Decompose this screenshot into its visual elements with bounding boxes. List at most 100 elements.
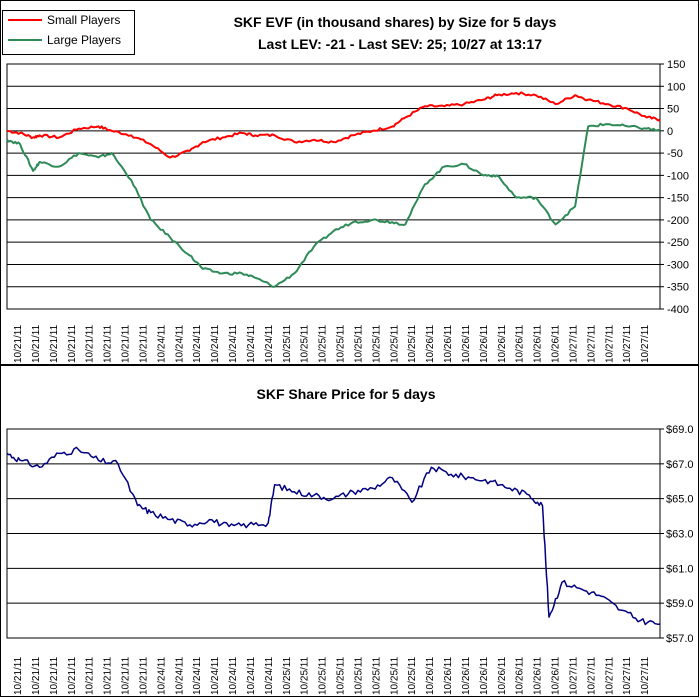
price-line [6, 446, 661, 626]
x-tick-label: 10/26/11 [461, 656, 472, 695]
legend-box [2, 10, 135, 55]
x-tick-label: 10/24/11 [246, 656, 257, 695]
x-tick-label: 10/27/11 [586, 656, 597, 695]
x-tick-label: 10/25/11 [336, 656, 347, 695]
x-tick-label: 10/24/11 [210, 656, 221, 695]
y-tick-label: -50 [667, 148, 683, 160]
x-tick-label: 10/25/11 [407, 656, 418, 695]
x-tick-label: 10/24/11 [210, 324, 221, 363]
x-tick-label: 10/25/11 [318, 324, 329, 363]
x-tick-label: 10/26/11 [533, 324, 544, 363]
x-tick-label: 10/24/11 [246, 324, 257, 363]
y-tick-label: 50 [667, 104, 679, 116]
x-tick-label: 10/26/11 [479, 656, 490, 695]
y-tick-label: $69.0 [666, 424, 694, 436]
y-tick-label: -200 [667, 215, 689, 227]
x-tick-label: 10/25/11 [282, 656, 293, 695]
x-tick-label: 10/21/11 [13, 324, 24, 363]
x-tick-label: 10/21/11 [13, 656, 24, 695]
x-tick-label: 10/24/11 [156, 324, 167, 363]
series-line-1 [6, 91, 661, 159]
x-tick-label: 10/21/11 [138, 324, 149, 363]
x-tick-label: 10/24/11 [264, 324, 275, 363]
x-tick-label: 10/25/11 [389, 324, 400, 363]
x-tick-label: 10/26/11 [497, 656, 508, 695]
x-tick-label: 10/25/11 [353, 656, 364, 695]
x-tick-label: 10/27/11 [640, 656, 651, 695]
y-tick-label: $59.0 [666, 598, 694, 610]
y-tick-label: $65.0 [666, 494, 694, 506]
y-tick-label: $57.0 [666, 633, 694, 645]
x-tick-label: 10/25/11 [353, 324, 364, 363]
x-tick-label: 10/21/11 [103, 656, 114, 695]
evf-chart: SKF EVF (in thousand shares) by Size for… [0, 0, 699, 365]
x-tick-label: 10/27/11 [640, 324, 651, 363]
x-tick-label: 10/26/11 [515, 324, 526, 363]
x-tick-label: 10/25/11 [407, 324, 418, 363]
y-tick-label: $67.0 [666, 459, 694, 471]
chart-subtitle: Last LEV: -21 - Last SEV: 25; 10/27 at 1… [258, 36, 542, 52]
x-tick-label: 10/21/11 [49, 324, 60, 363]
y-tick-label: 0 [667, 126, 673, 138]
x-tick-label: 10/25/11 [318, 656, 329, 695]
x-tick-label: 10/24/11 [174, 656, 185, 695]
x-tick-label: 10/27/11 [622, 324, 633, 363]
x-tick-label: 10/26/11 [443, 324, 454, 363]
plot-area [6, 63, 661, 310]
x-tick-label: 10/25/11 [371, 656, 382, 695]
series-line-2 [6, 122, 661, 288]
x-tick-label: 10/25/11 [300, 656, 311, 695]
x-tick-label: 10/25/11 [389, 656, 400, 695]
x-tick-label: 10/21/11 [31, 656, 42, 695]
y-tick-label: $63.0 [666, 529, 694, 541]
y-tick-label: -250 [667, 237, 689, 249]
y-tick-label: $61.0 [666, 563, 694, 575]
x-tick-label: 10/21/11 [121, 324, 132, 363]
x-tick-label: 10/21/11 [49, 656, 60, 695]
x-tick-label: 10/21/11 [85, 324, 96, 363]
chart-title: SKF Share Price for 5 days [257, 386, 436, 402]
x-tick-label: 10/26/11 [425, 656, 436, 695]
x-tick-label: 10/24/11 [228, 324, 239, 363]
x-tick-label: 10/24/11 [192, 656, 203, 695]
x-tick-label: 10/21/11 [31, 324, 42, 363]
x-tick-label: 10/26/11 [425, 324, 436, 363]
x-tick-label: 10/26/11 [443, 656, 454, 695]
x-tick-label: 10/27/11 [586, 324, 597, 363]
y-tick-label: -150 [667, 193, 689, 205]
x-tick-label: 10/25/11 [282, 324, 293, 363]
x-tick-label: 10/26/11 [461, 324, 472, 363]
x-tick-label: 10/26/11 [515, 656, 526, 695]
y-tick-label: -300 [667, 259, 689, 271]
x-tick-label: 10/27/11 [604, 656, 615, 695]
x-tick-label: 10/25/11 [336, 324, 347, 363]
x-tick-label: 10/25/11 [300, 324, 311, 363]
x-tick-label: 10/26/11 [497, 324, 508, 363]
x-tick-label: 10/26/11 [533, 656, 544, 695]
x-tick-label: 10/24/11 [156, 656, 167, 695]
x-tick-label: 10/24/11 [174, 324, 185, 363]
x-tick-label: 10/27/11 [604, 324, 615, 363]
y-tick-label: -400 [667, 304, 689, 316]
x-tick-label: 10/21/11 [85, 656, 96, 695]
x-tick-label: 10/21/11 [121, 656, 132, 695]
legend-label-1: Small Players [47, 13, 120, 27]
x-tick-label: 10/26/11 [479, 324, 490, 363]
x-tick-label: 10/26/11 [551, 324, 562, 363]
x-tick-label: 10/24/11 [192, 324, 203, 363]
x-tick-label: 10/24/11 [228, 656, 239, 695]
legend-label-2: Large Players [47, 33, 121, 47]
y-tick-label: 100 [667, 81, 685, 93]
legend: Small Players Large Players [2, 10, 135, 55]
y-tick-label: 150 [667, 59, 685, 71]
x-tick-label: 10/21/11 [138, 656, 149, 695]
x-tick-label: 10/24/11 [264, 656, 275, 695]
x-tick-label: 10/27/11 [622, 656, 633, 695]
chart-title: SKF EVF (in thousand shares) by Size for… [234, 14, 557, 30]
x-tick-label: 10/27/11 [568, 656, 579, 695]
x-tick-label: 10/25/11 [371, 324, 382, 363]
x-tick-label: 10/21/11 [67, 656, 78, 695]
x-tick-label: 10/21/11 [103, 324, 114, 363]
x-tick-label: 10/26/11 [551, 656, 562, 695]
